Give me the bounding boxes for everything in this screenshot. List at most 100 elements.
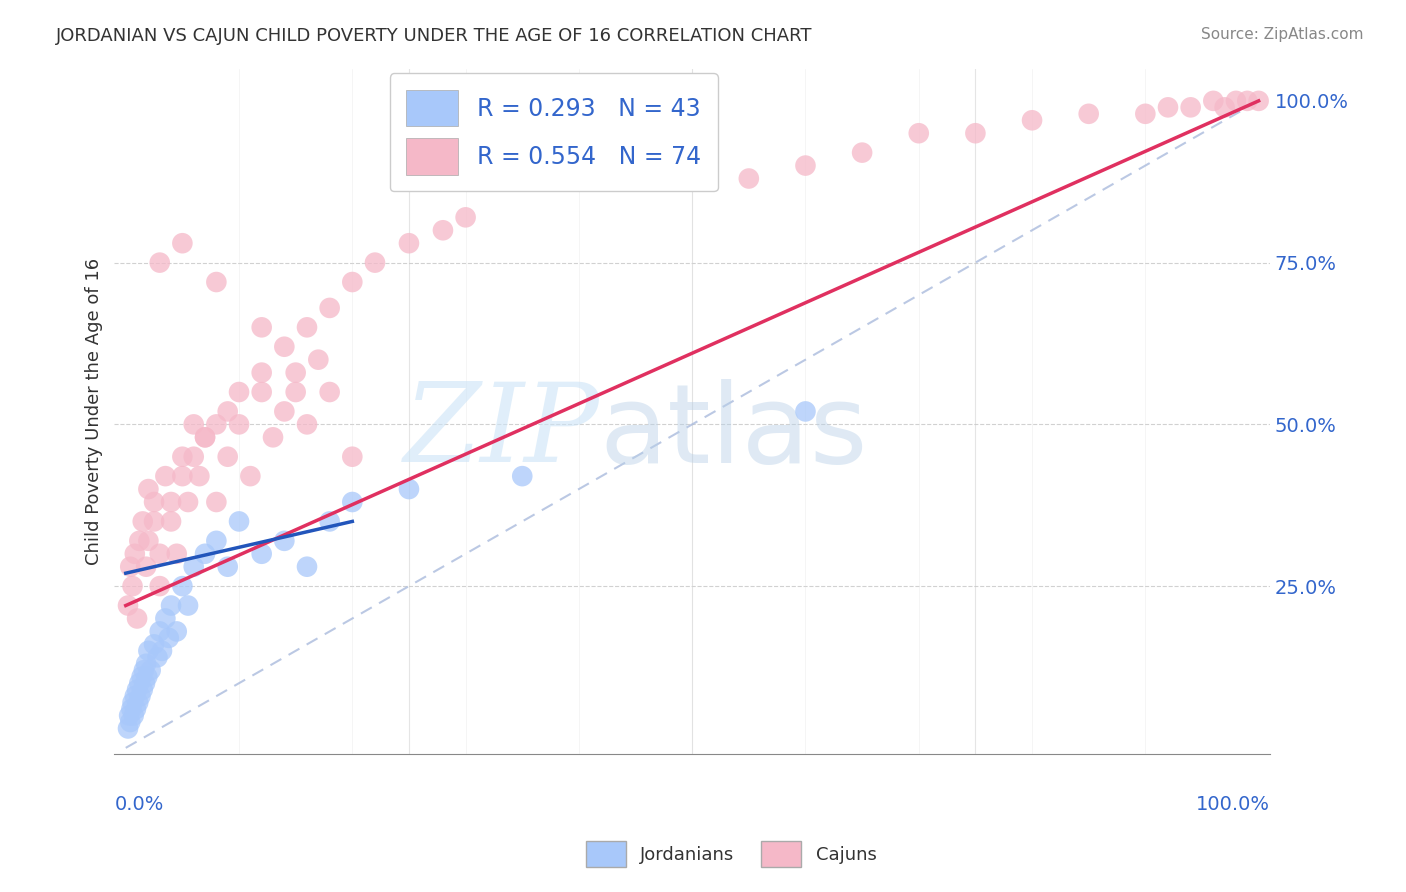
Point <box>177 495 200 509</box>
Point <box>155 469 177 483</box>
Point <box>135 657 157 671</box>
Point <box>454 211 477 225</box>
Point <box>205 417 228 432</box>
Text: ZIP: ZIP <box>404 378 600 486</box>
Point <box>1247 94 1270 108</box>
Point <box>307 352 329 367</box>
Point <box>194 547 217 561</box>
Point <box>149 579 172 593</box>
Point <box>250 366 273 380</box>
Point <box>121 696 143 710</box>
Point <box>135 559 157 574</box>
Point <box>228 417 250 432</box>
Point <box>194 430 217 444</box>
Point <box>295 417 318 432</box>
Point <box>262 430 284 444</box>
Point <box>138 482 160 496</box>
Point <box>398 236 420 251</box>
Point <box>139 663 162 677</box>
Point <box>342 275 364 289</box>
Text: JORDANIAN VS CAJUN CHILD POVERTY UNDER THE AGE OF 16 CORRELATION CHART: JORDANIAN VS CAJUN CHILD POVERTY UNDER T… <box>56 27 813 45</box>
Point <box>160 495 183 509</box>
Point <box>398 482 420 496</box>
Point <box>194 430 217 444</box>
Point <box>146 650 169 665</box>
Point <box>138 533 160 548</box>
Point <box>120 702 142 716</box>
Point <box>1213 100 1236 114</box>
Point <box>125 702 148 716</box>
Point <box>132 663 155 677</box>
Point <box>364 255 387 269</box>
Point <box>217 559 239 574</box>
Point <box>907 126 929 140</box>
Point <box>295 559 318 574</box>
Point <box>228 515 250 529</box>
Point <box>1180 100 1202 114</box>
Point <box>250 384 273 399</box>
Point <box>624 159 647 173</box>
Point <box>166 547 188 561</box>
Point <box>273 404 295 418</box>
Point <box>965 126 987 140</box>
Point <box>510 171 533 186</box>
Point <box>177 599 200 613</box>
Point <box>117 722 139 736</box>
Point <box>131 670 153 684</box>
Point <box>155 611 177 625</box>
Point <box>124 547 146 561</box>
Point <box>318 515 340 529</box>
Point <box>149 547 172 561</box>
Point <box>183 450 205 464</box>
Point <box>794 159 817 173</box>
Point <box>738 171 761 186</box>
Point <box>295 320 318 334</box>
Point <box>273 340 295 354</box>
Point <box>157 631 180 645</box>
Y-axis label: Child Poverty Under the Age of 16: Child Poverty Under the Age of 16 <box>86 258 103 565</box>
Point <box>143 637 166 651</box>
Point <box>118 708 141 723</box>
Point <box>136 670 159 684</box>
Point <box>143 515 166 529</box>
Text: Source: ZipAtlas.com: Source: ZipAtlas.com <box>1201 27 1364 42</box>
Point <box>166 624 188 639</box>
Point <box>318 384 340 399</box>
Point <box>318 301 340 315</box>
Point <box>239 469 262 483</box>
Point <box>128 676 150 690</box>
Point <box>132 515 155 529</box>
Point <box>1077 107 1099 121</box>
Point <box>1236 94 1258 108</box>
Point <box>160 515 183 529</box>
Point <box>172 469 194 483</box>
Point <box>183 417 205 432</box>
Point <box>183 559 205 574</box>
Point <box>150 644 173 658</box>
Point <box>228 384 250 399</box>
Point <box>1157 100 1180 114</box>
Point <box>510 469 533 483</box>
Point <box>129 689 152 703</box>
Point <box>125 611 148 625</box>
Point <box>188 469 211 483</box>
Point <box>432 223 454 237</box>
Point <box>217 450 239 464</box>
Point <box>149 624 172 639</box>
Point <box>134 676 156 690</box>
Point <box>120 559 142 574</box>
Point <box>250 547 273 561</box>
Point <box>1202 94 1225 108</box>
Point <box>117 599 139 613</box>
Point <box>250 320 273 334</box>
Point <box>132 682 155 697</box>
Point <box>172 236 194 251</box>
Point <box>1021 113 1043 128</box>
Legend: Jordanians, Cajuns: Jordanians, Cajuns <box>579 834 883 874</box>
Point <box>122 708 145 723</box>
Point <box>284 384 307 399</box>
Point <box>149 255 172 269</box>
Point <box>138 644 160 658</box>
Point <box>1135 107 1157 121</box>
Point <box>127 696 149 710</box>
